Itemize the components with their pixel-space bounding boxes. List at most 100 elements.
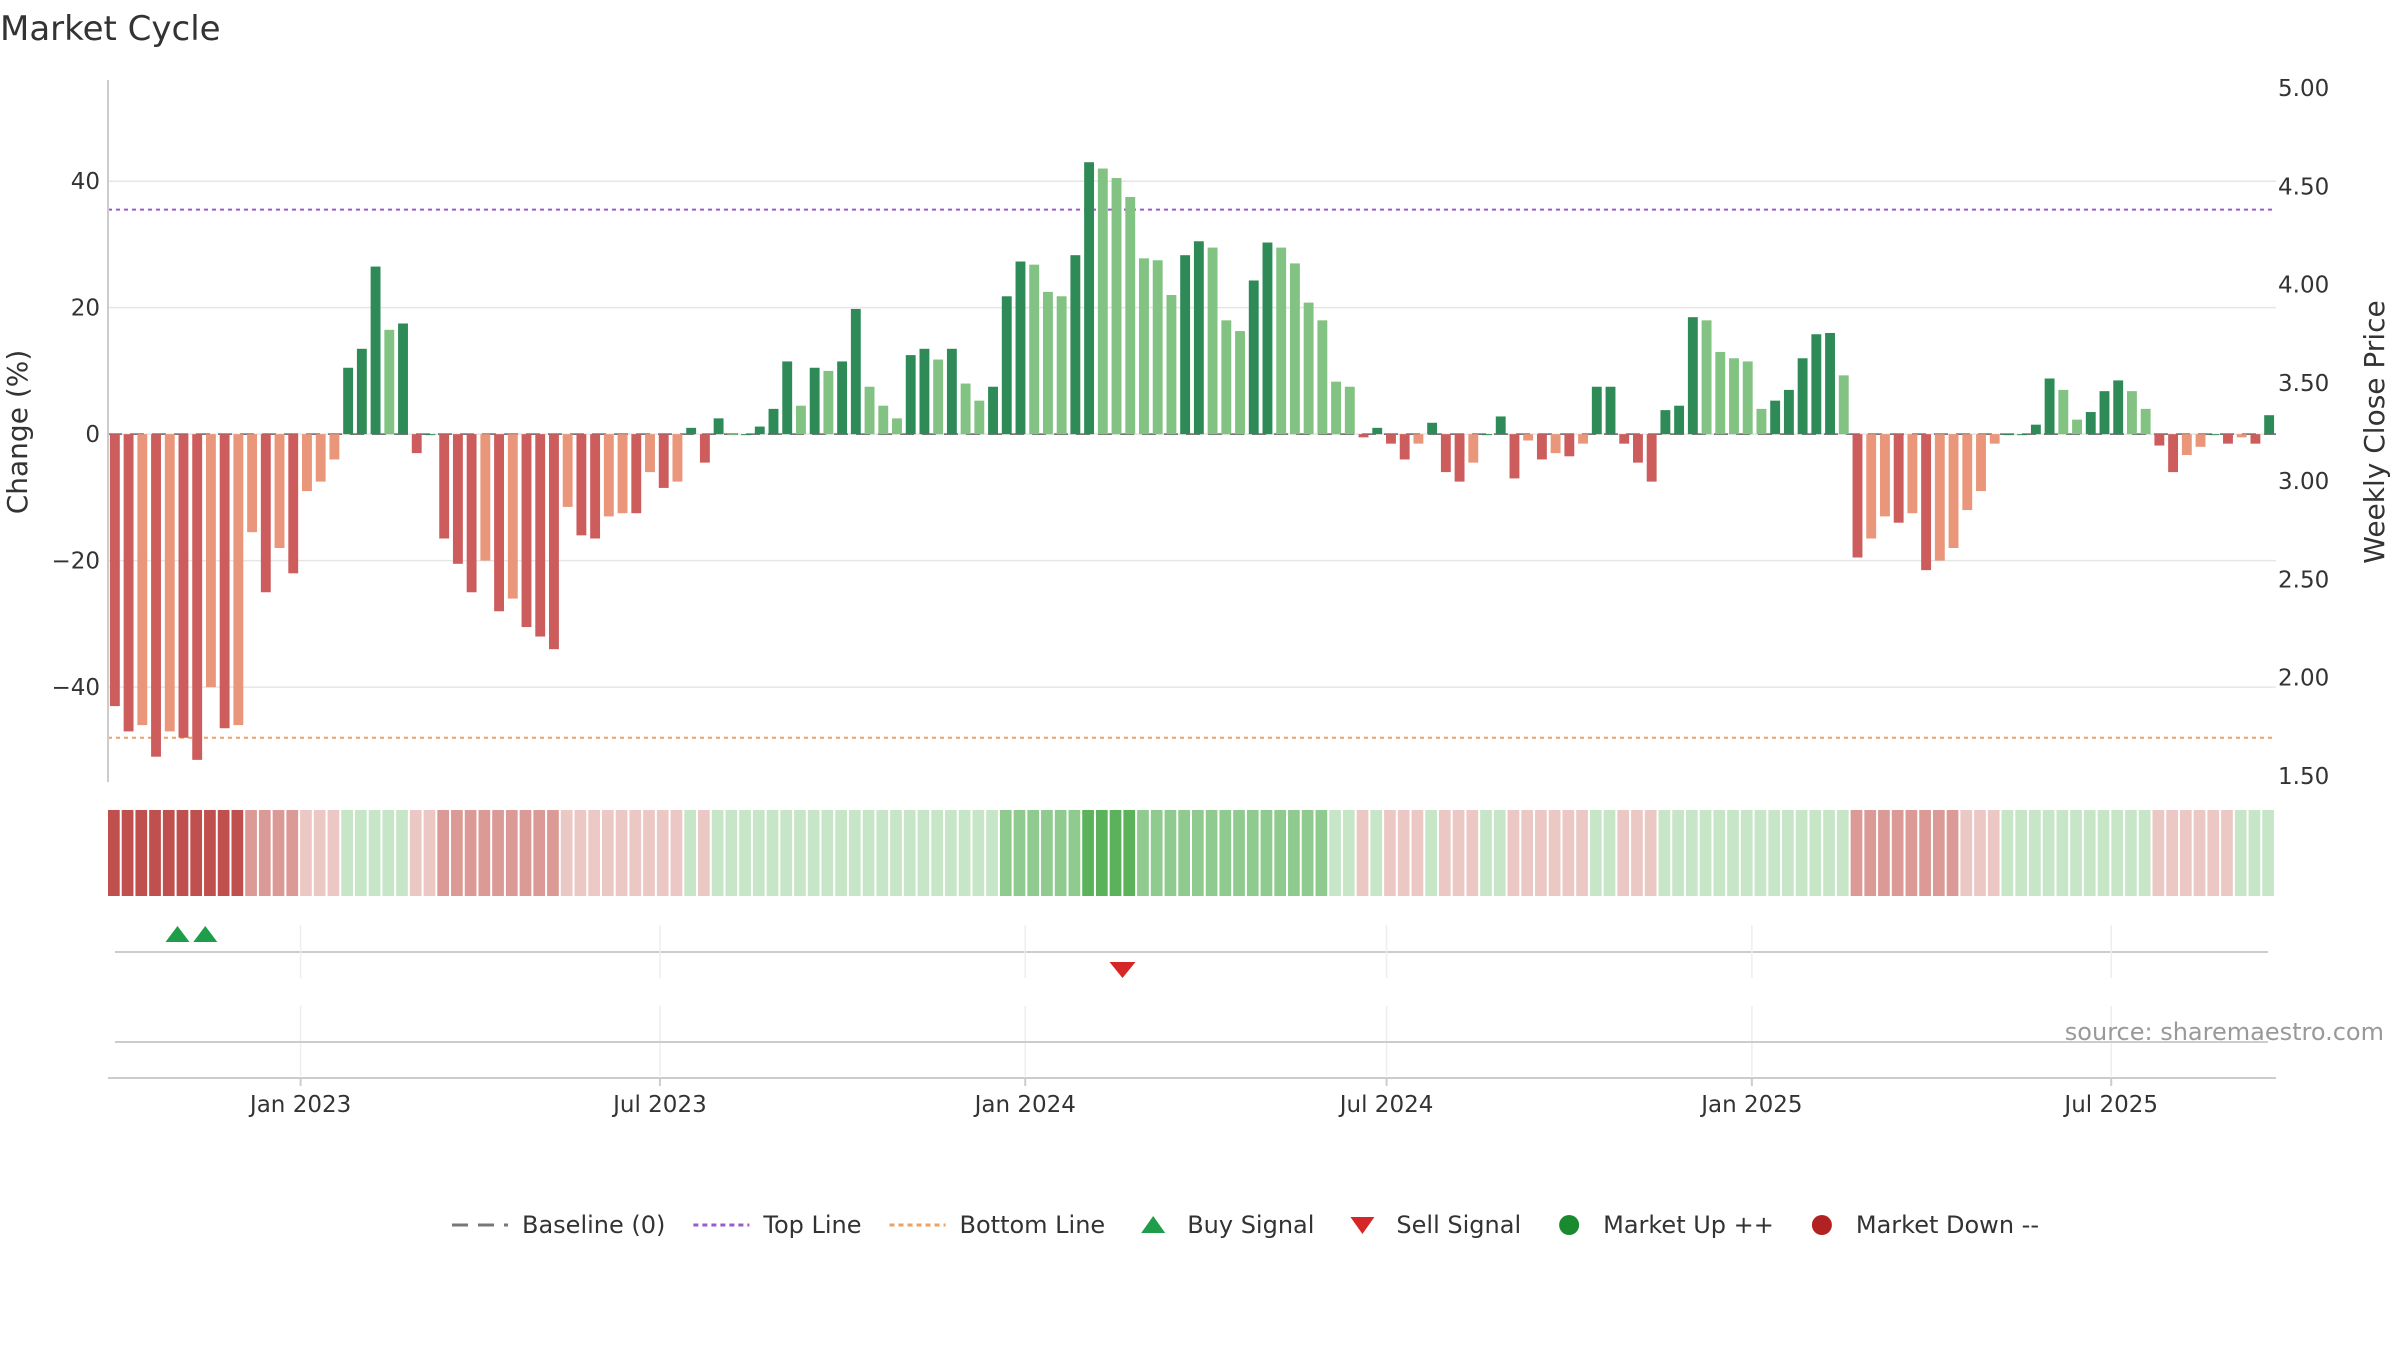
change-bar [1399, 434, 1410, 460]
change-bar [1029, 264, 1040, 435]
change-bar [384, 329, 395, 435]
regime-cell [2083, 810, 2096, 896]
change-bar [1852, 434, 1863, 558]
change-bar [1139, 258, 1149, 435]
regime-cell [1891, 810, 1904, 896]
legend-label: Market Up ++ [1603, 1211, 1774, 1239]
change-bar [1564, 434, 1575, 457]
change-bar [658, 434, 669, 488]
change-bar [1633, 434, 1643, 463]
regime-cell [368, 810, 381, 896]
regime-cell [1905, 810, 1918, 896]
change-bar [123, 434, 134, 732]
regime-cell [1068, 810, 1081, 896]
change-bar [343, 367, 354, 435]
regime-cell [396, 810, 408, 896]
regime-cell [780, 810, 793, 896]
change-bar [288, 434, 299, 574]
regime-cell [1740, 810, 1753, 896]
change-bar [892, 418, 902, 435]
regime-cell [2111, 810, 2124, 896]
regime-cell [2234, 810, 2247, 896]
change-bar [1193, 241, 1204, 435]
regime-cell [574, 810, 587, 896]
regime-cell [1658, 810, 1671, 896]
regime-cell [1727, 810, 1739, 896]
regime-cell [341, 810, 353, 896]
regime-cell [1370, 810, 1383, 896]
regime-cell [560, 810, 573, 896]
change-bar [370, 266, 381, 435]
regime-cell [1082, 810, 1094, 896]
change-bar [2140, 408, 2151, 435]
change-bar [686, 427, 697, 435]
regime-cell [451, 810, 463, 896]
legend: Baseline (0) Top Line Bottom Line Buy Signa… [452, 1211, 2039, 1239]
change-bar [1825, 332, 1835, 435]
regime-cell [1974, 810, 1986, 896]
regime-cell [1274, 810, 1287, 896]
legend-label: Sell Signal [1396, 1211, 1521, 1239]
regime-cell [313, 810, 326, 896]
regime-cell [752, 810, 765, 896]
regime-cell [2097, 810, 2110, 896]
y-tick-label: 0 [85, 422, 100, 448]
change-bar [2003, 434, 2014, 436]
regime-cell [1452, 810, 1465, 896]
change-bar [2181, 434, 2192, 456]
change-bar [302, 434, 312, 492]
y2-tick-label: 4.50 [2278, 174, 2329, 200]
change-bar [1440, 434, 1451, 473]
regime-cell [327, 810, 340, 896]
change-bar [1509, 434, 1520, 479]
regime-cell [176, 810, 189, 896]
change-bar [1976, 434, 1986, 492]
regime-cell [1809, 810, 1822, 896]
change-bars [108, 162, 2276, 760]
regime-cell [108, 810, 120, 896]
regime-cell [917, 810, 930, 896]
regime-cell [945, 810, 957, 896]
y-axis-title: Change (%) [1, 350, 34, 515]
change-bar [137, 434, 148, 726]
change-bar [1386, 434, 1396, 444]
regime-cell [1631, 810, 1643, 896]
regime-cell [272, 810, 285, 896]
change-bar [480, 434, 491, 561]
regime-cell [2207, 810, 2220, 896]
source-note: source: sharemaestro.com [2065, 1018, 2384, 1046]
change-bar [1015, 261, 1026, 435]
change-bar [741, 434, 751, 436]
regime-cell [245, 810, 257, 896]
change-bar [1001, 296, 1012, 435]
regime-cell [409, 810, 422, 896]
change-bar [1674, 405, 1685, 435]
legend-item: Market Down -- [1811, 1211, 2039, 1239]
regime-cell [1137, 810, 1149, 896]
change-bar [1358, 434, 1369, 438]
change-bar [466, 434, 477, 593]
regime-cell [382, 810, 395, 896]
regime-cell [1411, 810, 1424, 896]
change-bar [1495, 416, 1506, 435]
regime-cell [999, 810, 1012, 896]
regime-cell [1576, 810, 1588, 896]
regime-cell [1164, 810, 1177, 896]
change-bar [878, 405, 889, 435]
regime-cell [1397, 810, 1410, 896]
change-bar [2044, 378, 2055, 435]
lower-panel [115, 1006, 2268, 1076]
regime-cell [1535, 810, 1547, 896]
change-bar [1070, 255, 1081, 435]
regime-cell [1384, 810, 1396, 896]
regime-cell [588, 810, 600, 896]
change-bar [1838, 375, 1849, 435]
regime-cell [1644, 810, 1657, 896]
change-bar [2017, 434, 2028, 436]
change-bar [672, 434, 683, 482]
regime-cell [204, 810, 216, 896]
y2-tick-label: 3.00 [2278, 469, 2329, 495]
change-bar [1454, 434, 1465, 482]
change-bar [1797, 358, 1808, 435]
regime-cell [437, 810, 450, 896]
